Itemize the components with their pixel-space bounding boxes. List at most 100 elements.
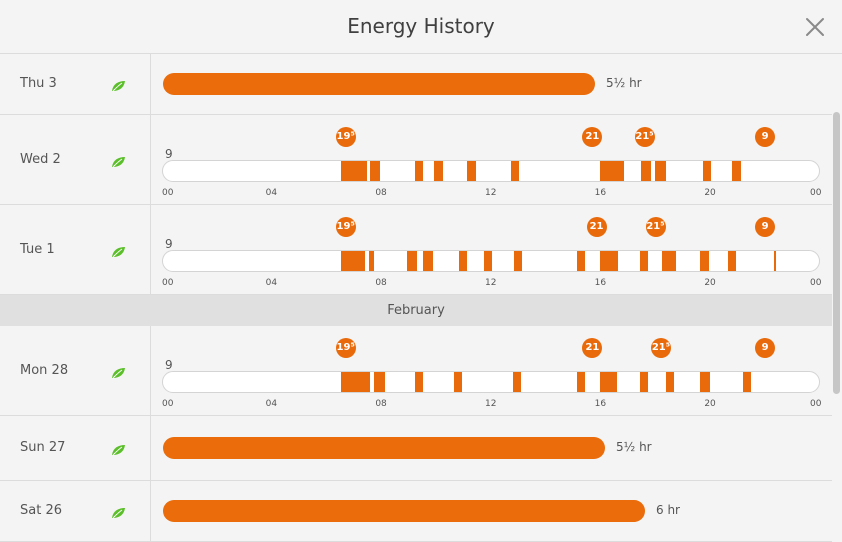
heating-segment <box>453 372 462 392</box>
day-row[interactable]: Wed 2 19⁵ 21 21⁵ 9 9 00 04 08 12 16 20 00 <box>0 115 832 205</box>
column-divider <box>150 205 151 294</box>
heating-segment <box>600 372 617 392</box>
day-label: Tue 1 <box>20 241 55 257</box>
hour-tick-label: 00 <box>810 278 822 288</box>
day-label: Sat 26 <box>20 503 62 518</box>
hour-tick-label: 16 <box>594 278 607 288</box>
start-temperature: 9 <box>165 147 173 161</box>
heating-segment <box>731 161 742 181</box>
history-list[interactable]: Thu 3 5½ hr Wed 2 19⁵ 21 21⁵ 9 9 00 04 08 12 16 20 00 T… <box>0 54 832 542</box>
heating-timeline <box>162 160 820 182</box>
heating-segment <box>641 161 651 181</box>
column-divider <box>150 326 151 415</box>
heating-segment <box>703 161 712 181</box>
day-label: Mon 28 <box>20 362 69 378</box>
day-row[interactable]: Sat 26 6 hr <box>0 481 832 542</box>
leaf-icon <box>111 504 126 519</box>
usage-summary-bar <box>163 73 595 95</box>
column-divider <box>150 54 151 114</box>
leaf-icon <box>111 441 126 456</box>
temperature-marker: 21⁵ <box>650 338 671 358</box>
hour-tick-label: 04 <box>265 399 278 409</box>
day-row[interactable]: Mon 28 19⁵ 21 21⁵ 9 9 00 04 08 12 16 20 00 <box>0 326 832 416</box>
usage-duration: 5½ hr <box>616 440 652 454</box>
heating-segment <box>700 251 709 271</box>
day-label: Thu 3 <box>20 76 57 91</box>
heating-segment <box>576 372 586 392</box>
heating-segment <box>415 372 424 392</box>
hour-tick-label: 00 <box>162 399 174 409</box>
temperature-marker: 9 <box>755 127 776 147</box>
hour-tick-label: 12 <box>485 278 497 288</box>
heating-segment <box>511 161 520 181</box>
column-divider <box>150 481 151 541</box>
hour-tick-label: 20 <box>704 399 716 409</box>
usage-summary-bar <box>163 500 645 522</box>
column-divider <box>150 115 151 204</box>
heating-segment <box>576 251 586 271</box>
day-row[interactable]: Sun 27 5½ hr <box>0 416 832 481</box>
heating-segment <box>368 251 375 271</box>
hour-axis: 00 04 08 12 16 20 00 <box>0 399 832 411</box>
heating-segment <box>369 161 380 181</box>
heating-timeline <box>162 371 820 393</box>
leaf-icon <box>111 364 126 378</box>
hour-tick-label: 20 <box>704 188 716 198</box>
hour-tick-label: 00 <box>810 188 822 198</box>
hour-tick-label: 08 <box>375 188 387 198</box>
hour-tick-label: 12 <box>485 188 497 198</box>
hour-tick-label: 16 <box>594 188 607 198</box>
heating-segment <box>467 161 476 181</box>
heating-segment <box>407 251 417 271</box>
close-icon[interactable] <box>804 16 826 38</box>
usage-duration: 6 hr <box>656 503 680 517</box>
temperature-marker: 19⁵ <box>335 338 356 358</box>
start-temperature: 9 <box>165 237 173 251</box>
hour-tick-label: 20 <box>704 278 716 288</box>
temperature-marker: 9 <box>755 338 776 358</box>
hour-axis: 00 04 08 12 16 20 00 <box>0 188 832 200</box>
heating-segment <box>415 161 424 181</box>
hour-tick-label: 08 <box>375 278 387 288</box>
day-label: Sun 27 <box>20 440 66 455</box>
heating-segment <box>700 372 710 392</box>
heating-segment <box>640 251 649 271</box>
heating-segment <box>512 372 521 392</box>
usage-summary-bar <box>163 437 605 459</box>
heating-segment <box>600 161 624 181</box>
temperature-marker: 21 <box>582 127 603 147</box>
heating-segment <box>600 251 619 271</box>
heating-segment <box>341 251 365 271</box>
leaf-icon <box>111 77 126 92</box>
usage-duration: 5½ hr <box>606 76 642 90</box>
hour-axis: 00 04 08 12 16 20 00 <box>0 278 832 290</box>
hour-tick-label: 08 <box>375 399 387 409</box>
leaf-icon <box>111 153 126 167</box>
heating-segment <box>640 372 649 392</box>
heating-segment <box>661 251 676 271</box>
day-row[interactable]: Tue 1 19⁵ 21 21⁵ 9 9 00 04 08 12 16 20 00 <box>0 205 832 295</box>
heating-segment <box>655 161 667 181</box>
hour-tick-label: 00 <box>810 399 822 409</box>
temperature-marker: 19⁵ <box>335 217 356 237</box>
start-temperature: 9 <box>165 358 173 372</box>
day-row[interactable]: Thu 3 5½ hr <box>0 54 832 115</box>
heating-segment <box>341 161 368 181</box>
heating-segment <box>774 251 776 271</box>
scrollbar[interactable] <box>832 54 842 542</box>
heating-segment <box>483 251 492 271</box>
heating-segment <box>513 251 523 271</box>
hour-tick-label: 12 <box>485 399 497 409</box>
hour-tick-label: 00 <box>162 188 174 198</box>
heating-segment <box>374 372 386 392</box>
hour-tick-label: 04 <box>265 278 278 288</box>
hour-tick-label: 00 <box>162 278 174 288</box>
heating-segment <box>666 372 675 392</box>
hour-tick-label: 16 <box>594 399 607 409</box>
heating-segment <box>727 251 736 271</box>
hour-tick-label: 04 <box>265 188 278 198</box>
heating-segment <box>341 372 370 392</box>
heating-timeline <box>162 250 820 272</box>
scrollbar-thumb[interactable] <box>833 112 840 394</box>
